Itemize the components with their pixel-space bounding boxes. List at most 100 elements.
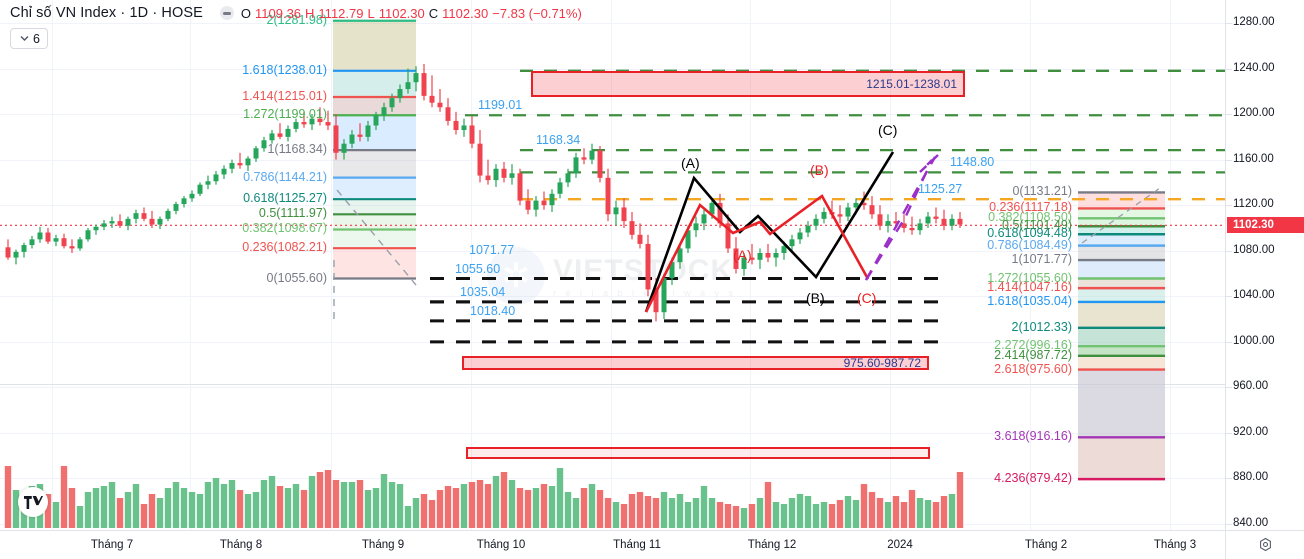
axis-settings-button[interactable] bbox=[1225, 530, 1304, 559]
price-tick-label: 840.00 bbox=[1233, 517, 1269, 529]
high-label: H bbox=[305, 5, 315, 21]
fib-level-label-right: 0.236(1117.18) bbox=[989, 200, 1072, 215]
time-tick-label: Tháng 3 bbox=[1153, 539, 1197, 551]
price-tick-label: 1000.00 bbox=[1233, 334, 1275, 347]
open-label: O bbox=[240, 5, 251, 21]
fib-level-label-left: 0.618(1125.27) bbox=[243, 191, 327, 206]
fib-level-label-left: 1.272(1199.01) bbox=[243, 107, 327, 122]
gridline-horizontal bbox=[0, 387, 1225, 389]
open-value: 1109.36 bbox=[255, 5, 302, 21]
axis-tick-mark bbox=[1226, 23, 1232, 24]
axis-tick-mark bbox=[1226, 432, 1232, 434]
time-tick-label: Tháng 11 bbox=[613, 539, 661, 551]
low-label: L bbox=[367, 5, 375, 21]
axis-tick-mark bbox=[1226, 524, 1232, 525]
fib-level-label-left: 1.618(1238.01) bbox=[242, 62, 327, 77]
gridline-vertical bbox=[1030, 384, 1031, 530]
resistance-zone-label: 975.60-987.72 bbox=[843, 355, 921, 370]
watermark-line2: r e l i a b l e a l w a y s bbox=[553, 288, 737, 298]
price-level-label: 1199.01 bbox=[478, 98, 523, 113]
fib-level-label-right: 4.236(879.42) bbox=[994, 471, 1072, 486]
tradingview-logo[interactable] bbox=[18, 487, 48, 517]
price-tick-label: 1280.00 bbox=[1233, 16, 1275, 28]
fib-level-label-left: 0.5(1111.97) bbox=[258, 206, 327, 221]
axis-tick-mark bbox=[1226, 341, 1232, 343]
fib-level-label-left: 0.382(1098.67) bbox=[242, 221, 327, 236]
price-tick-label: 880.00 bbox=[1233, 471, 1269, 484]
fib-level-label-right: 1(1071.77) bbox=[1011, 252, 1072, 267]
fib-level-label-left: 0.786(1144.21) bbox=[243, 169, 327, 184]
eye-icon[interactable] bbox=[219, 6, 234, 20]
layout-count-label: 6 bbox=[33, 31, 40, 46]
fib-level-label-right: 2.618(975.60) bbox=[994, 361, 1072, 376]
wave-label: (C) bbox=[878, 122, 898, 138]
gridline-vertical bbox=[190, 0, 191, 384]
ohlc-readout: O 1109.36 H 1112.79 L 1102.30 C 1102.30 −7.8… bbox=[241, 6, 582, 21]
gridline-horizontal bbox=[0, 205, 1225, 207]
high-value: 1112.79 bbox=[318, 5, 364, 21]
chevron-down-glyph bbox=[20, 36, 29, 41]
wave-label: (B) bbox=[806, 290, 825, 306]
chart-header: Chỉ số VN Index · 1D · HOSE O 1109.36 H 11… bbox=[0, 0, 1304, 26]
gridline-horizontal bbox=[0, 23, 1225, 24]
tradingview-logo-icon bbox=[23, 495, 43, 509]
close-value: 1102.30 bbox=[442, 5, 489, 21]
watermark-logo-icon: ✲ bbox=[487, 247, 545, 305]
fib-level-label-right: 0.786(1084.49) bbox=[987, 237, 1072, 252]
price-level-label: 1125.27 bbox=[918, 182, 963, 197]
resistance-zone-label: 1215.01-1238.01 bbox=[866, 76, 957, 91]
axis-tick-mark bbox=[1226, 387, 1232, 389]
change-value: −7.83 (−0.71%) bbox=[492, 5, 582, 21]
price-level-label: 1168.34 bbox=[536, 133, 581, 148]
gridline-vertical bbox=[190, 384, 191, 530]
gridline-vertical bbox=[471, 0, 472, 384]
gridline-vertical bbox=[1030, 0, 1031, 384]
fib-level-label-left: 0.236(1082.21) bbox=[242, 240, 327, 255]
fib-level-label-right: 0.618(1094.48) bbox=[987, 226, 1072, 241]
gridline-horizontal bbox=[0, 296, 1225, 298]
time-axis[interactable]: Tháng 7 Tháng 8 Tháng 9 Tháng 10 Tháng 11 Thá… bbox=[0, 530, 1304, 559]
symbol-title[interactable]: Chỉ số VN Index · 1D · HOSE bbox=[10, 5, 203, 21]
axis-tick-mark bbox=[1226, 478, 1232, 480]
watermark: ✲ VIETSTOCK r e l i a b l e a l w a y s bbox=[487, 243, 817, 309]
fib-level-label-left: 2(1281.98) bbox=[266, 12, 327, 27]
wave-label: (C) bbox=[857, 290, 877, 306]
gridline-vertical bbox=[611, 0, 612, 384]
gridline-horizontal bbox=[0, 478, 1225, 480]
price-tick-label: 920.00 bbox=[1233, 425, 1269, 438]
gridline-vertical bbox=[331, 384, 332, 530]
axis-tick-mark bbox=[1226, 159, 1232, 161]
fib-level-label-right: 0(1131.21) bbox=[1012, 184, 1072, 199]
gridline-vertical bbox=[331, 0, 332, 384]
price-axis[interactable]: 1280.00 1240.00 1200.00 1160.00 1120.00 1080.… bbox=[1225, 0, 1304, 530]
gridline-horizontal bbox=[0, 250, 1225, 252]
layout-count-button[interactable]: chevron-down-icon 6 bbox=[10, 28, 48, 49]
resistance-zone-box[interactable]: 975.60-987.72 bbox=[462, 355, 929, 370]
fib-level-label-right: 1.414(1047.16) bbox=[987, 280, 1072, 295]
price-tick-label: 960.00 bbox=[1233, 380, 1269, 393]
wave-label: (B) bbox=[810, 162, 829, 178]
price-level-label: 1071.77 bbox=[469, 243, 515, 258]
gear-icon bbox=[1259, 537, 1271, 552]
pane-separator bbox=[0, 384, 1225, 385]
price-tick-label: 1120.00 bbox=[1233, 198, 1274, 211]
gridline-vertical bbox=[1170, 0, 1171, 384]
gridline-horizontal bbox=[0, 432, 1225, 434]
price-tick-label: 1240.00 bbox=[1233, 61, 1275, 74]
fib-level-label-right: 1.272(1055.60) bbox=[987, 270, 1072, 285]
wave-label: (A) bbox=[733, 247, 752, 263]
fib-level-label-right: 0.382(1108.50) bbox=[988, 210, 1072, 225]
low-value: 1102.30 bbox=[378, 5, 425, 21]
fib-level-label-left: 1.414(1215.01) bbox=[242, 88, 327, 103]
axis-tick-mark bbox=[1226, 205, 1232, 207]
gridline-vertical bbox=[52, 0, 53, 384]
price-tick-label: 1160.00 bbox=[1233, 152, 1274, 165]
axis-tick-mark bbox=[1226, 68, 1232, 70]
resistance-zone-box[interactable]: 1215.01-1238.01 bbox=[531, 70, 965, 97]
last-price-badge: 1102.30 bbox=[1227, 217, 1304, 234]
volume-resistance-box[interactable] bbox=[466, 447, 930, 459]
fib-level-label-left: 0(1055.60) bbox=[266, 270, 327, 285]
wave-label: (A) bbox=[681, 155, 700, 171]
fib-level-label-right: 2.272(996.16) bbox=[994, 338, 1072, 353]
